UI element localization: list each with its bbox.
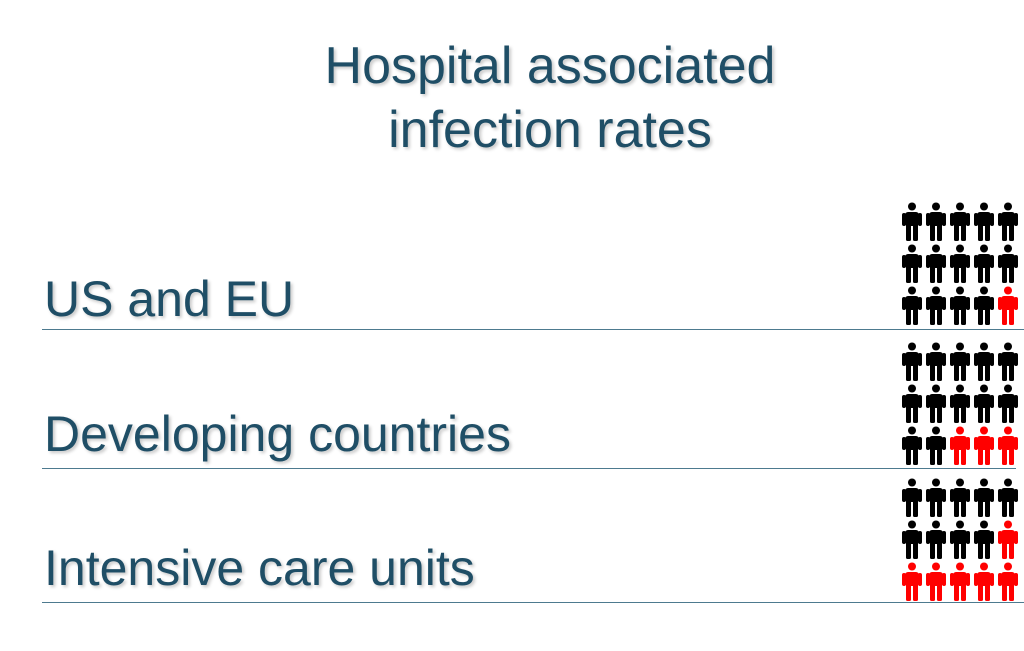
person-icon [950, 342, 970, 381]
person-icon [974, 342, 994, 381]
person-icon [950, 244, 970, 283]
person-icon [950, 562, 970, 601]
person-icon [998, 244, 1018, 283]
person-icon [974, 426, 994, 465]
row-divider [42, 329, 1024, 330]
title-line-1: Hospital associated [324, 37, 776, 95]
pictogram-intensive-care-units [902, 478, 1024, 602]
person-icon [926, 286, 946, 325]
person-icon [950, 202, 970, 241]
person-icon [974, 202, 994, 241]
person-icon [902, 562, 922, 601]
person-icon [926, 520, 946, 559]
person-icon [950, 520, 970, 559]
person-icon [974, 478, 994, 517]
person-icon [902, 520, 922, 559]
person-icon [926, 342, 946, 381]
slide-title: Hospital associated infection rates [0, 34, 1024, 162]
row-label-us-eu: US and EU [44, 271, 295, 327]
person-icon [926, 426, 946, 465]
person-icon [950, 384, 970, 423]
person-icon [950, 478, 970, 517]
person-icon [902, 202, 922, 241]
person-icon [974, 562, 994, 601]
person-icon [998, 562, 1018, 601]
person-icon [974, 244, 994, 283]
person-icon [998, 478, 1018, 517]
person-icon [926, 562, 946, 601]
pictogram-us-eu [902, 202, 1024, 326]
person-icon [998, 342, 1018, 381]
person-icon [974, 384, 994, 423]
person-icon [926, 202, 946, 241]
person-icon [926, 244, 946, 283]
person-icon [902, 342, 922, 381]
person-icon [902, 478, 922, 517]
person-icon [974, 286, 994, 325]
title-line-2: infection rates [388, 101, 712, 159]
row-divider [42, 602, 1024, 603]
row-label-intensive-care-units: Intensive care units [44, 540, 475, 596]
person-icon [902, 384, 922, 423]
person-icon [902, 426, 922, 465]
person-icon [902, 244, 922, 283]
person-icon [998, 202, 1018, 241]
person-icon [950, 286, 970, 325]
person-icon [998, 384, 1018, 423]
person-icon [926, 478, 946, 517]
row-divider [42, 468, 1016, 469]
person-icon [902, 286, 922, 325]
person-icon [950, 426, 970, 465]
row-label-developing-countries: Developing countries [44, 406, 511, 462]
person-icon [998, 426, 1018, 465]
person-icon [926, 384, 946, 423]
person-icon [998, 520, 1018, 559]
person-icon [998, 286, 1018, 325]
pictogram-developing-countries [902, 342, 1024, 466]
person-icon [974, 520, 994, 559]
